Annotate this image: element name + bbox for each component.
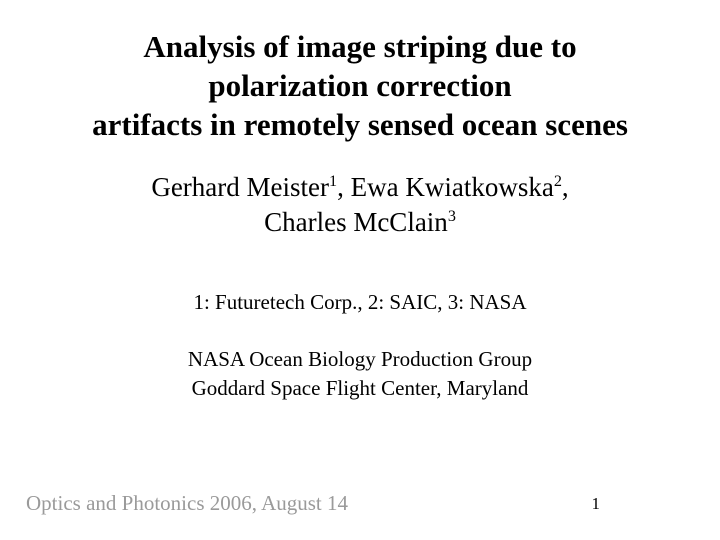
title-line-2: polarization correction	[208, 68, 511, 103]
title-line-3: artifacts in remotely sensed ocean scene…	[92, 107, 628, 142]
author-1-sup: 1	[329, 172, 337, 190]
author-3-name: Charles McClain	[264, 207, 448, 237]
author-sep-2: ,	[562, 172, 569, 202]
affiliations: 1: Futuretech Corp., 2: SAIC, 3: NASA	[50, 290, 670, 315]
slide-title: Analysis of image striping due to polari…	[50, 28, 670, 144]
author-1-name: Gerhard Meister	[151, 172, 329, 202]
author-2-sup: 2	[554, 172, 562, 190]
author-sep-1: ,	[337, 172, 351, 202]
slide: Analysis of image striping due to polari…	[0, 0, 720, 540]
page-number: 1	[592, 494, 601, 514]
title-line-1: Analysis of image striping due to	[143, 29, 576, 64]
group-line-2: Goddard Space Flight Center, Maryland	[192, 376, 529, 400]
group-block: NASA Ocean Biology Production Group Godd…	[50, 345, 670, 402]
footer-text: Optics and Photonics 2006, August 14	[26, 491, 348, 516]
authors-block: Gerhard Meister1, Ewa Kwiatkowska2, Char…	[50, 170, 670, 240]
group-line-1: NASA Ocean Biology Production Group	[188, 347, 532, 371]
author-2-name: Ewa Kwiatkowska	[351, 172, 554, 202]
author-3-sup: 3	[448, 207, 456, 225]
